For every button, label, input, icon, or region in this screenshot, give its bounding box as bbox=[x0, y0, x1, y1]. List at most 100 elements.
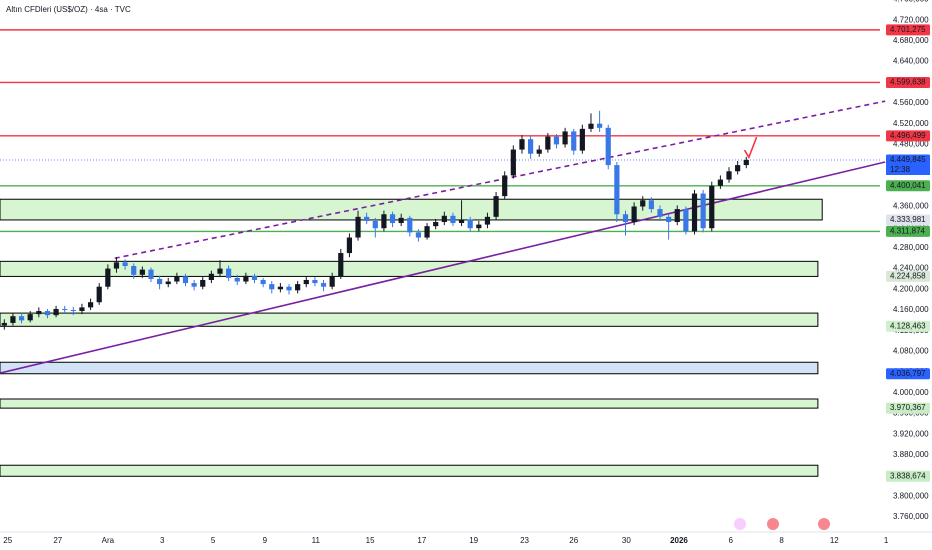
bottom-icons[interactable] bbox=[734, 518, 830, 530]
candle-body bbox=[450, 215, 456, 224]
candle-body bbox=[329, 276, 335, 287]
trend-line bbox=[743, 136, 758, 160]
badge-box bbox=[886, 402, 930, 414]
icon[interactable] bbox=[818, 518, 830, 530]
badge-label: 3.970,367 bbox=[890, 403, 926, 412]
candle-body bbox=[191, 283, 197, 287]
zone bbox=[0, 198, 823, 221]
x-tick-label: 26 bbox=[569, 536, 578, 545]
candle-body bbox=[105, 268, 111, 287]
candle-body bbox=[605, 127, 611, 166]
zone bbox=[0, 260, 819, 277]
badge-label: 4.599,638 bbox=[890, 78, 926, 87]
y-tick-label: 3.760,000 bbox=[893, 512, 929, 521]
badge-sublabel: 12:38 bbox=[890, 165, 911, 174]
badge-label: 4.449,845 bbox=[890, 155, 926, 164]
y-tick-label: 4.560,000 bbox=[893, 98, 929, 107]
candle-body bbox=[562, 131, 568, 145]
candle-body bbox=[674, 209, 680, 223]
candle-body bbox=[295, 284, 301, 291]
badge-label: 4.496,499 bbox=[890, 131, 926, 140]
candle-body bbox=[502, 175, 508, 197]
icon[interactable] bbox=[767, 518, 779, 530]
zone bbox=[0, 312, 819, 327]
candle-body bbox=[484, 216, 491, 225]
candle-body bbox=[640, 200, 646, 207]
candle-body bbox=[269, 284, 275, 290]
price-badge: 4.496,499 bbox=[886, 130, 930, 142]
candle-body bbox=[131, 266, 137, 275]
price-badge: 4.311,874 bbox=[886, 225, 930, 237]
candle-body bbox=[70, 309, 76, 312]
candle-body bbox=[407, 217, 413, 233]
candle-body bbox=[717, 179, 723, 186]
price-badge: 4.224,858 bbox=[886, 270, 930, 282]
badge-label: 4.701,275 bbox=[890, 25, 926, 34]
badge-label: 4.333,981 bbox=[890, 215, 926, 224]
y-tick-label: 4.360,000 bbox=[893, 202, 929, 211]
candle-body bbox=[338, 253, 344, 277]
price-badge: 4.599,638 bbox=[886, 76, 930, 88]
candle-body bbox=[18, 316, 25, 321]
y-tick-label: 3.880,000 bbox=[893, 450, 929, 459]
x-tick-label: 5 bbox=[211, 536, 216, 545]
candle-body bbox=[312, 279, 318, 284]
candle-body bbox=[735, 165, 741, 172]
badge-box bbox=[886, 214, 930, 226]
candle-body bbox=[44, 311, 51, 316]
price-badge: 4.036,797 bbox=[886, 368, 930, 380]
badge-label: 3.838,674 bbox=[890, 471, 926, 480]
y-tick-label: 4.280,000 bbox=[893, 243, 929, 252]
candle-body bbox=[234, 277, 240, 282]
badge-box bbox=[886, 270, 930, 282]
candle-body bbox=[139, 269, 145, 275]
price-badge: 3.970,367 bbox=[886, 402, 930, 414]
badge-box bbox=[886, 470, 930, 482]
candle-body bbox=[10, 316, 16, 323]
y-tick-label: 4.200,000 bbox=[893, 284, 929, 293]
candle-body bbox=[398, 217, 404, 224]
candle-body bbox=[87, 302, 94, 308]
candle-body bbox=[579, 128, 585, 151]
candle-body bbox=[122, 262, 128, 266]
candle-body bbox=[622, 214, 629, 223]
candle-body bbox=[372, 220, 378, 229]
price-badge: 4.333,981 bbox=[886, 214, 930, 226]
badge-label: 4.128,463 bbox=[890, 321, 926, 330]
badge-label: 4.036,797 bbox=[890, 369, 926, 378]
x-tick-label: 6 bbox=[729, 536, 734, 545]
x-tick-label: 3 bbox=[160, 536, 165, 545]
candle-body bbox=[476, 224, 482, 229]
x-tick-label: 2026 bbox=[670, 536, 688, 545]
candle-body bbox=[441, 215, 447, 223]
badge-box bbox=[886, 368, 930, 380]
badge-box bbox=[886, 320, 930, 332]
candle-body bbox=[709, 185, 715, 229]
badge-label: 4.311,874 bbox=[890, 227, 926, 236]
x-tick-label: 9 bbox=[263, 536, 268, 545]
candle-body bbox=[424, 226, 430, 238]
candle-body bbox=[346, 237, 353, 254]
y-tick-label: 4.720,000 bbox=[893, 15, 929, 24]
badge-label: 4.224,858 bbox=[890, 272, 926, 281]
candle-body bbox=[217, 268, 223, 274]
candle-body bbox=[320, 283, 327, 287]
candle-body bbox=[527, 139, 534, 154]
candle-body bbox=[208, 273, 214, 280]
candle-body bbox=[277, 286, 283, 290]
y-tick-label: 4.640,000 bbox=[893, 57, 929, 66]
candle-body bbox=[433, 222, 439, 227]
x-tick-label: 1 bbox=[884, 536, 889, 545]
candle-body bbox=[691, 193, 698, 232]
x-tick-label: 17 bbox=[417, 536, 426, 545]
x-tick-label: 27 bbox=[53, 536, 62, 545]
candle-body bbox=[251, 275, 258, 280]
icon[interactable] bbox=[734, 518, 746, 530]
candle-body bbox=[510, 149, 516, 176]
candle-body bbox=[226, 268, 232, 278]
candle-body bbox=[743, 159, 749, 166]
candle-body bbox=[467, 219, 473, 229]
